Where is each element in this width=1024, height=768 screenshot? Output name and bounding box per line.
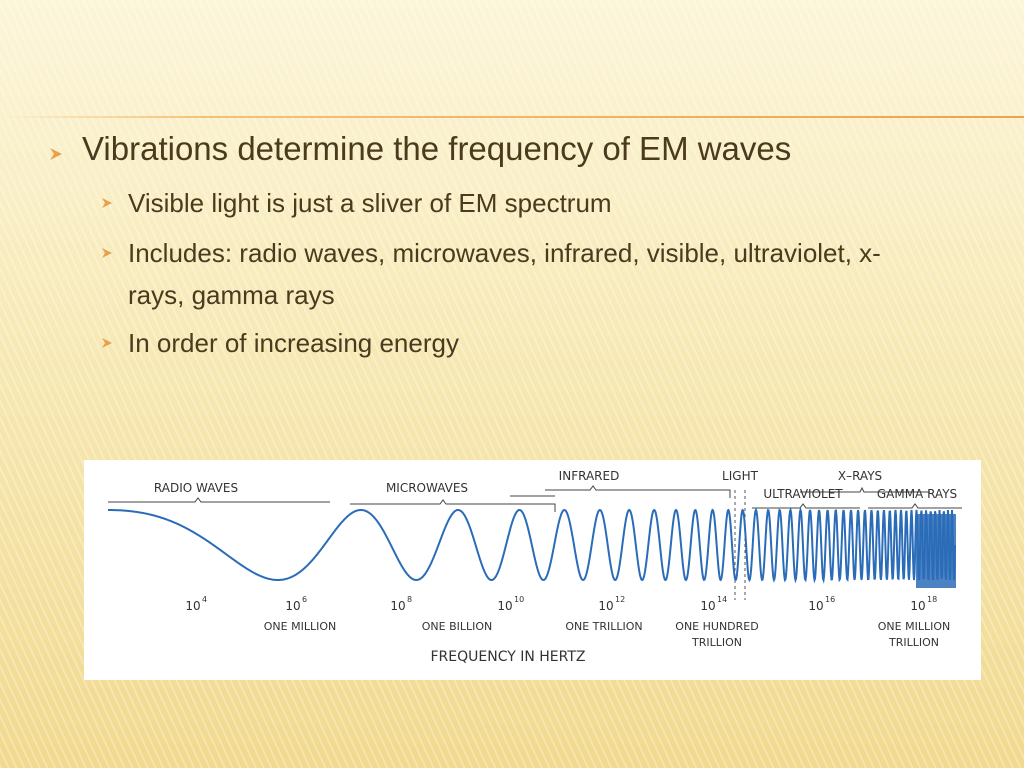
header-rule bbox=[0, 116, 1024, 118]
frequency-name: ONE MILLION bbox=[878, 620, 950, 633]
frequency-base: 10 bbox=[285, 599, 300, 613]
frequency-exponent: 14 bbox=[717, 595, 727, 604]
frequency-base: 10 bbox=[598, 599, 613, 613]
frequency-base: 10 bbox=[910, 599, 925, 613]
frequency-name: ONE HUNDRED bbox=[675, 620, 758, 633]
frequency-name: TRILLION bbox=[691, 636, 742, 649]
bullet: Vibrations determine the frequency of EM… bbox=[82, 130, 792, 167]
band-label: GAMMA RAYS bbox=[877, 487, 957, 501]
frequency-exponent: 4 bbox=[202, 595, 207, 604]
frequency-name: TRILLION bbox=[888, 636, 939, 649]
band-label: ULTRAVIOLET bbox=[763, 487, 843, 501]
sub-bullet: Includes: radio waves, microwaves, infra… bbox=[128, 238, 881, 310]
frequency-base: 10 bbox=[390, 599, 405, 613]
band-label: INFRARED bbox=[559, 469, 620, 483]
frequency-name: ONE TRILLION bbox=[565, 620, 642, 633]
frequency-base: 10 bbox=[808, 599, 823, 613]
frequency-base: 10 bbox=[185, 599, 200, 613]
bullet-arrow bbox=[102, 338, 112, 348]
frequency-base: 10 bbox=[497, 599, 512, 613]
em-spectrum-figure: RADIO WAVES MICROWAVES INFRARED LIGHT X–RAYS… bbox=[84, 460, 981, 680]
frequency-exponent: 16 bbox=[825, 595, 835, 604]
bullet-arrow bbox=[102, 198, 112, 208]
band-label: MICROWAVES bbox=[386, 481, 468, 495]
gamma-block bbox=[916, 514, 956, 588]
frequency-base: 10 bbox=[700, 599, 715, 613]
wave bbox=[108, 506, 956, 584]
frequency-exponent: 6 bbox=[302, 595, 307, 604]
sub-bullet: Visible light is just a sliver of EM spe… bbox=[128, 188, 612, 218]
frequency-exponent: 10 bbox=[514, 595, 524, 604]
axis-label: FREQUENCY IN HERTZ bbox=[430, 649, 585, 665]
band-label: LIGHT bbox=[722, 469, 759, 483]
sub-bullet: In order of increasing energy bbox=[128, 328, 459, 358]
band-brackets bbox=[108, 485, 962, 512]
band-label: X–RAYS bbox=[838, 469, 882, 483]
frequency-name: ONE BILLION bbox=[422, 620, 493, 633]
band-label: RADIO WAVES bbox=[154, 481, 238, 495]
frequency-exponent: 18 bbox=[927, 595, 937, 604]
frequency-exponent: 12 bbox=[615, 595, 625, 604]
frequency-name: ONE MILLION bbox=[264, 620, 336, 633]
bullet-arrow bbox=[102, 248, 112, 258]
bullet-arrow bbox=[50, 148, 62, 160]
frequency-exponent: 8 bbox=[407, 595, 412, 604]
